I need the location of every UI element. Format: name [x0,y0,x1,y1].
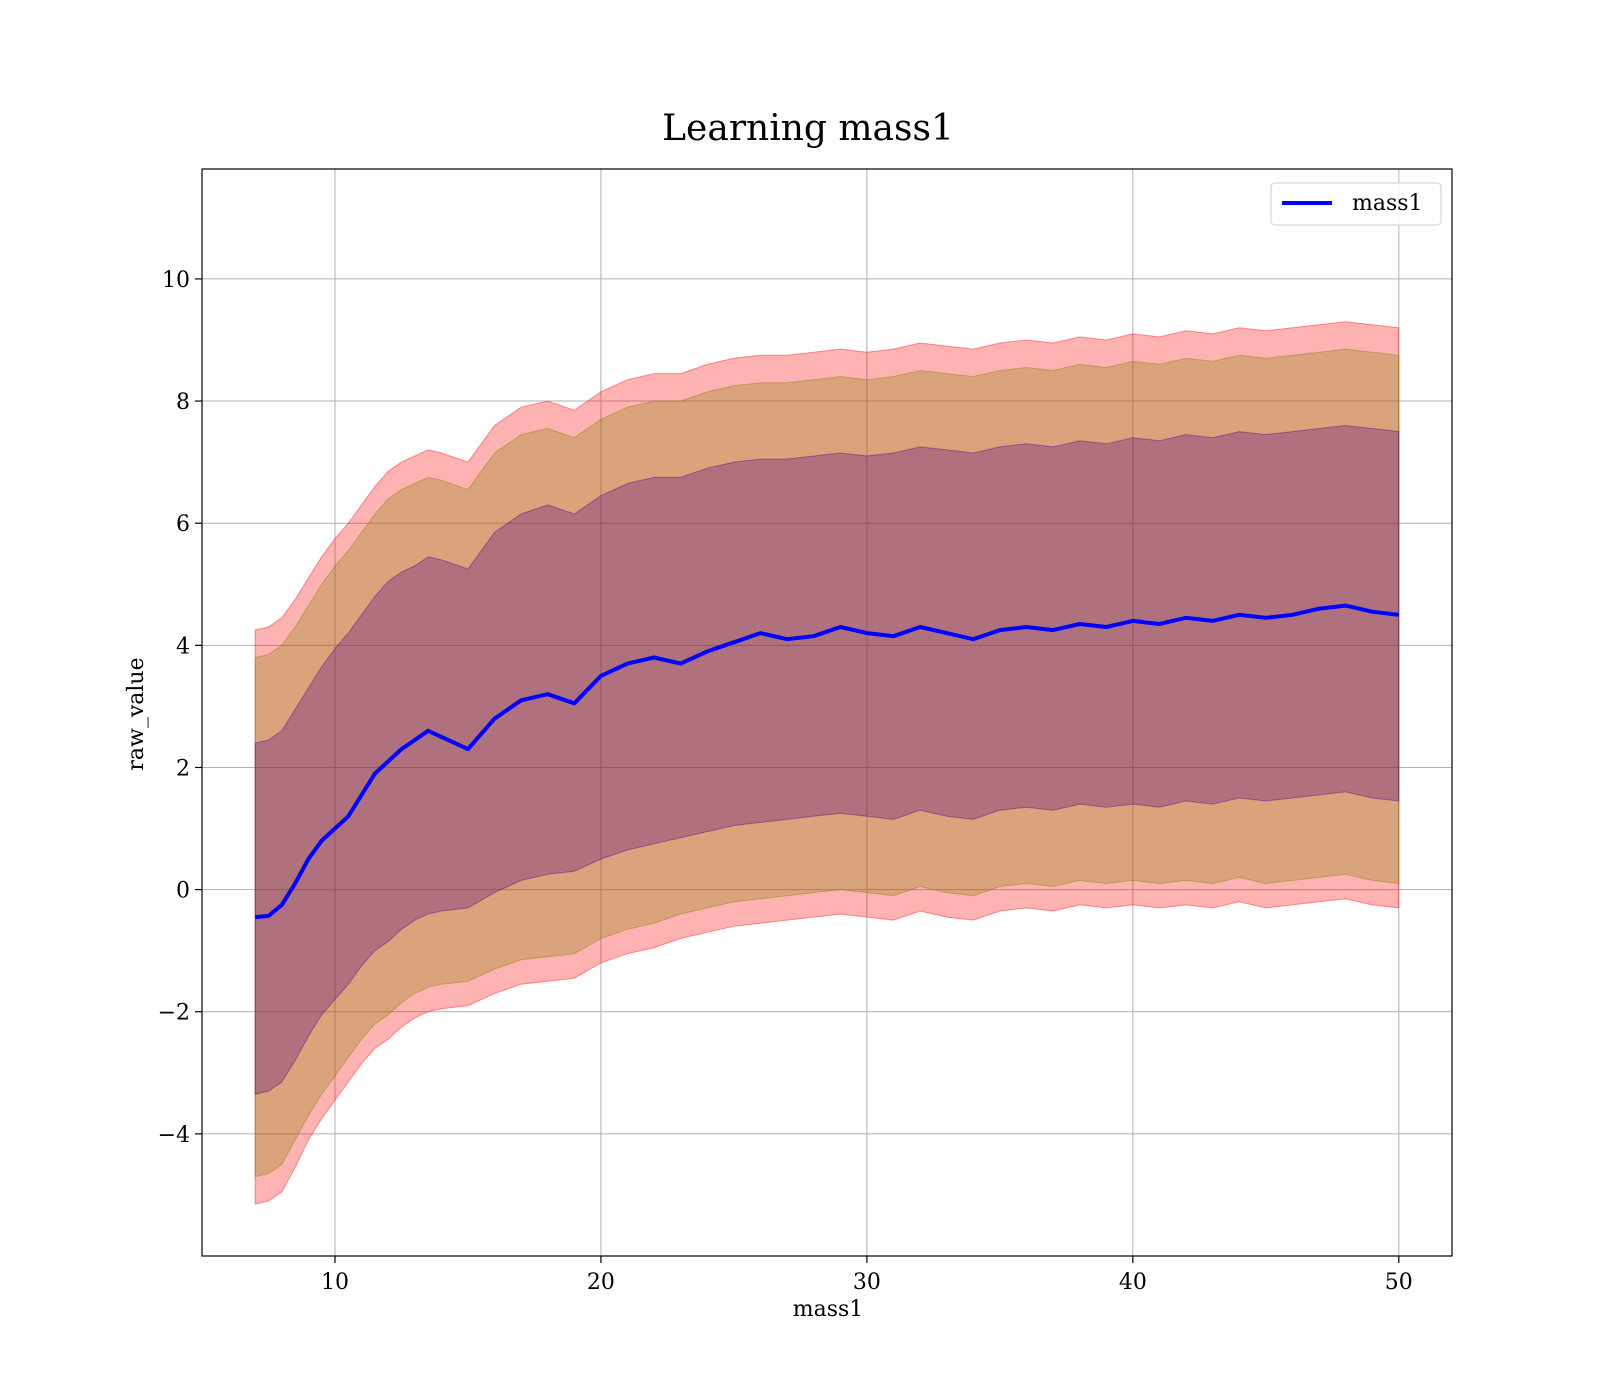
confidence-bands [254,321,1400,1205]
band-0 [254,321,1400,1205]
y-tick-label-7: 10 [162,268,190,293]
x-tick-label-1: 20 [587,1270,615,1295]
x-axis-label: mass1 [793,1297,864,1322]
series-line-mass1 [255,603,1400,920]
x-axis-ticks: 10 20 30 40 50 [321,1256,1413,1295]
x-tick-label-3: 40 [1119,1270,1147,1295]
legend-box [1270,182,1442,226]
y-tick-label-0: −4 [158,1123,190,1148]
legend-label-mass1: mass1 [1352,191,1423,216]
y-tick-label-1: −2 [158,1001,190,1026]
band-2 [254,424,1400,1095]
y-tick-label-5: 6 [176,512,190,537]
x-tick-label-4: 50 [1385,1270,1413,1295]
chart-title: Learning mass1 [662,108,954,149]
grid [202,169,1452,1256]
legend: mass1 [1270,182,1442,226]
y-tick-label-2: 0 [176,879,190,904]
x-tick-label-2: 30 [853,1270,881,1295]
plot-frame [201,168,1453,1257]
y-axis-ticks: −4 −2 0 2 4 6 8 10 [158,268,202,1148]
x-tick-label-0: 10 [321,1270,349,1295]
band-1 [254,348,1400,1178]
y-tick-label-3: 2 [176,756,190,781]
series-lines [255,603,1400,920]
y-tick-label-6: 8 [176,390,190,415]
y-axis-label: raw_value [124,657,149,770]
y-tick-label-4: 4 [176,634,190,659]
